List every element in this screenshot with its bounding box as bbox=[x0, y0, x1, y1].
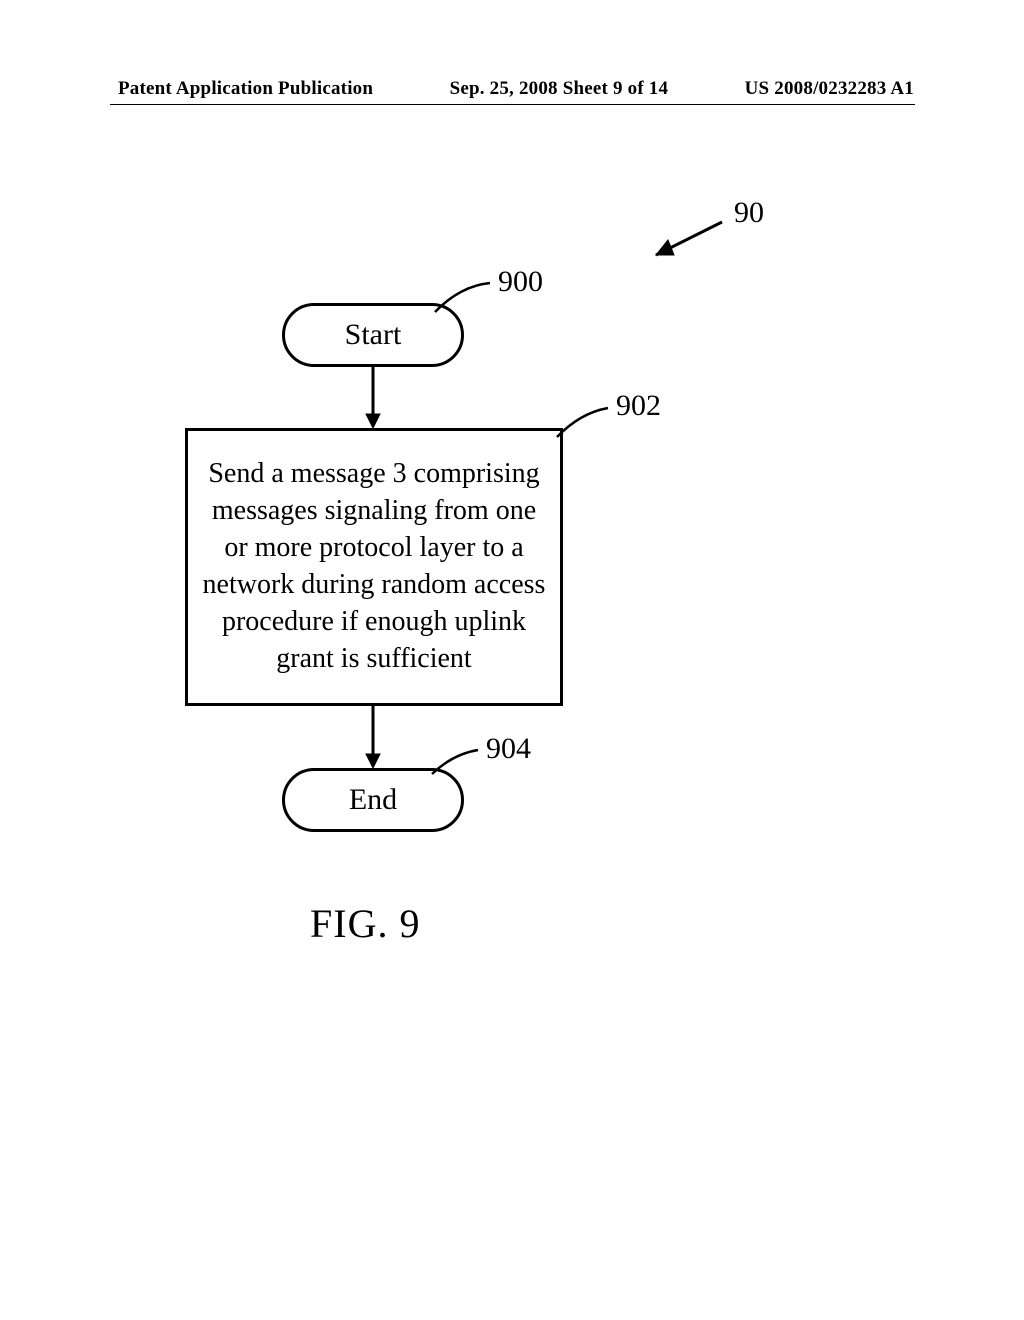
ref-label-902: 902 bbox=[616, 389, 661, 423]
process-step-label: Send a message 3 comprising messages sig… bbox=[202, 456, 546, 678]
header-right: US 2008/0232283 A1 bbox=[745, 78, 914, 100]
process-step: Send a message 3 comprising messages sig… bbox=[185, 428, 563, 706]
ref-label-900: 900 bbox=[498, 265, 543, 299]
terminator-end: End bbox=[282, 768, 464, 832]
header-left: Patent Application Publication bbox=[118, 78, 373, 100]
header-rule bbox=[110, 104, 915, 105]
terminator-start: Start bbox=[282, 303, 464, 367]
ref-label-904: 904 bbox=[486, 732, 531, 766]
page: Patent Application Publication Sep. 25, … bbox=[0, 0, 1024, 1320]
header-center: Sep. 25, 2008 Sheet 9 of 14 bbox=[450, 78, 669, 100]
terminator-start-label: Start bbox=[345, 318, 402, 352]
page-header: Patent Application Publication Sep. 25, … bbox=[0, 78, 1024, 100]
terminator-end-label: End bbox=[349, 783, 397, 817]
figure-label: FIG. 9 bbox=[310, 900, 420, 947]
ref-label-90: 90 bbox=[734, 196, 764, 230]
